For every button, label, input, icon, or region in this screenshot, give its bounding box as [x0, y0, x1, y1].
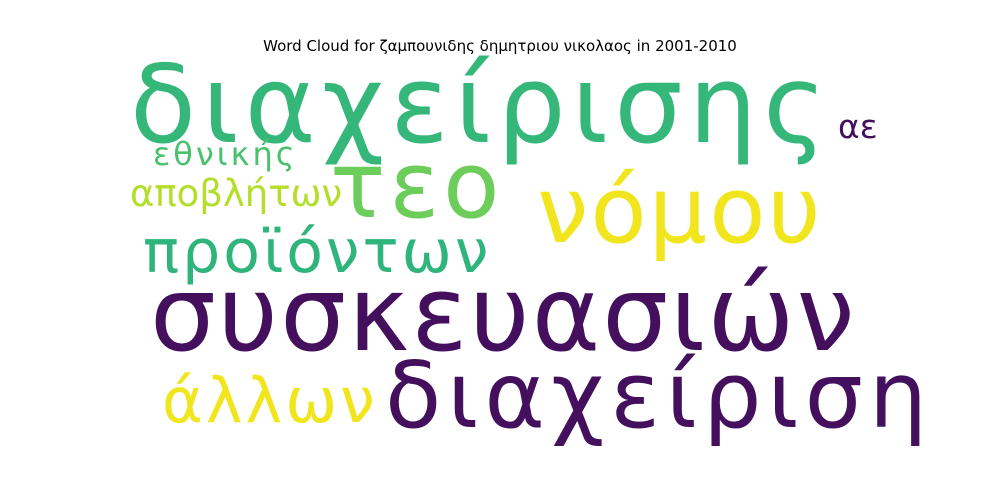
chart-title: Word Cloud for ζαμπουνιδης δημητριου νικ… [263, 37, 737, 55]
word-5: διαχείριση [385, 342, 934, 449]
word-1: διαχείρισης [130, 43, 833, 168]
word-9: εθνικής [153, 135, 298, 173]
word-8: αποβλήτων [130, 172, 343, 215]
word-6: προϊόντων [143, 217, 492, 287]
word-7: άλλων [162, 364, 378, 437]
word-2: τεο [330, 132, 504, 239]
word-10: αε [838, 107, 878, 146]
word-4: συσκευασιών [150, 253, 857, 375]
word-3: νόμου [537, 157, 823, 264]
